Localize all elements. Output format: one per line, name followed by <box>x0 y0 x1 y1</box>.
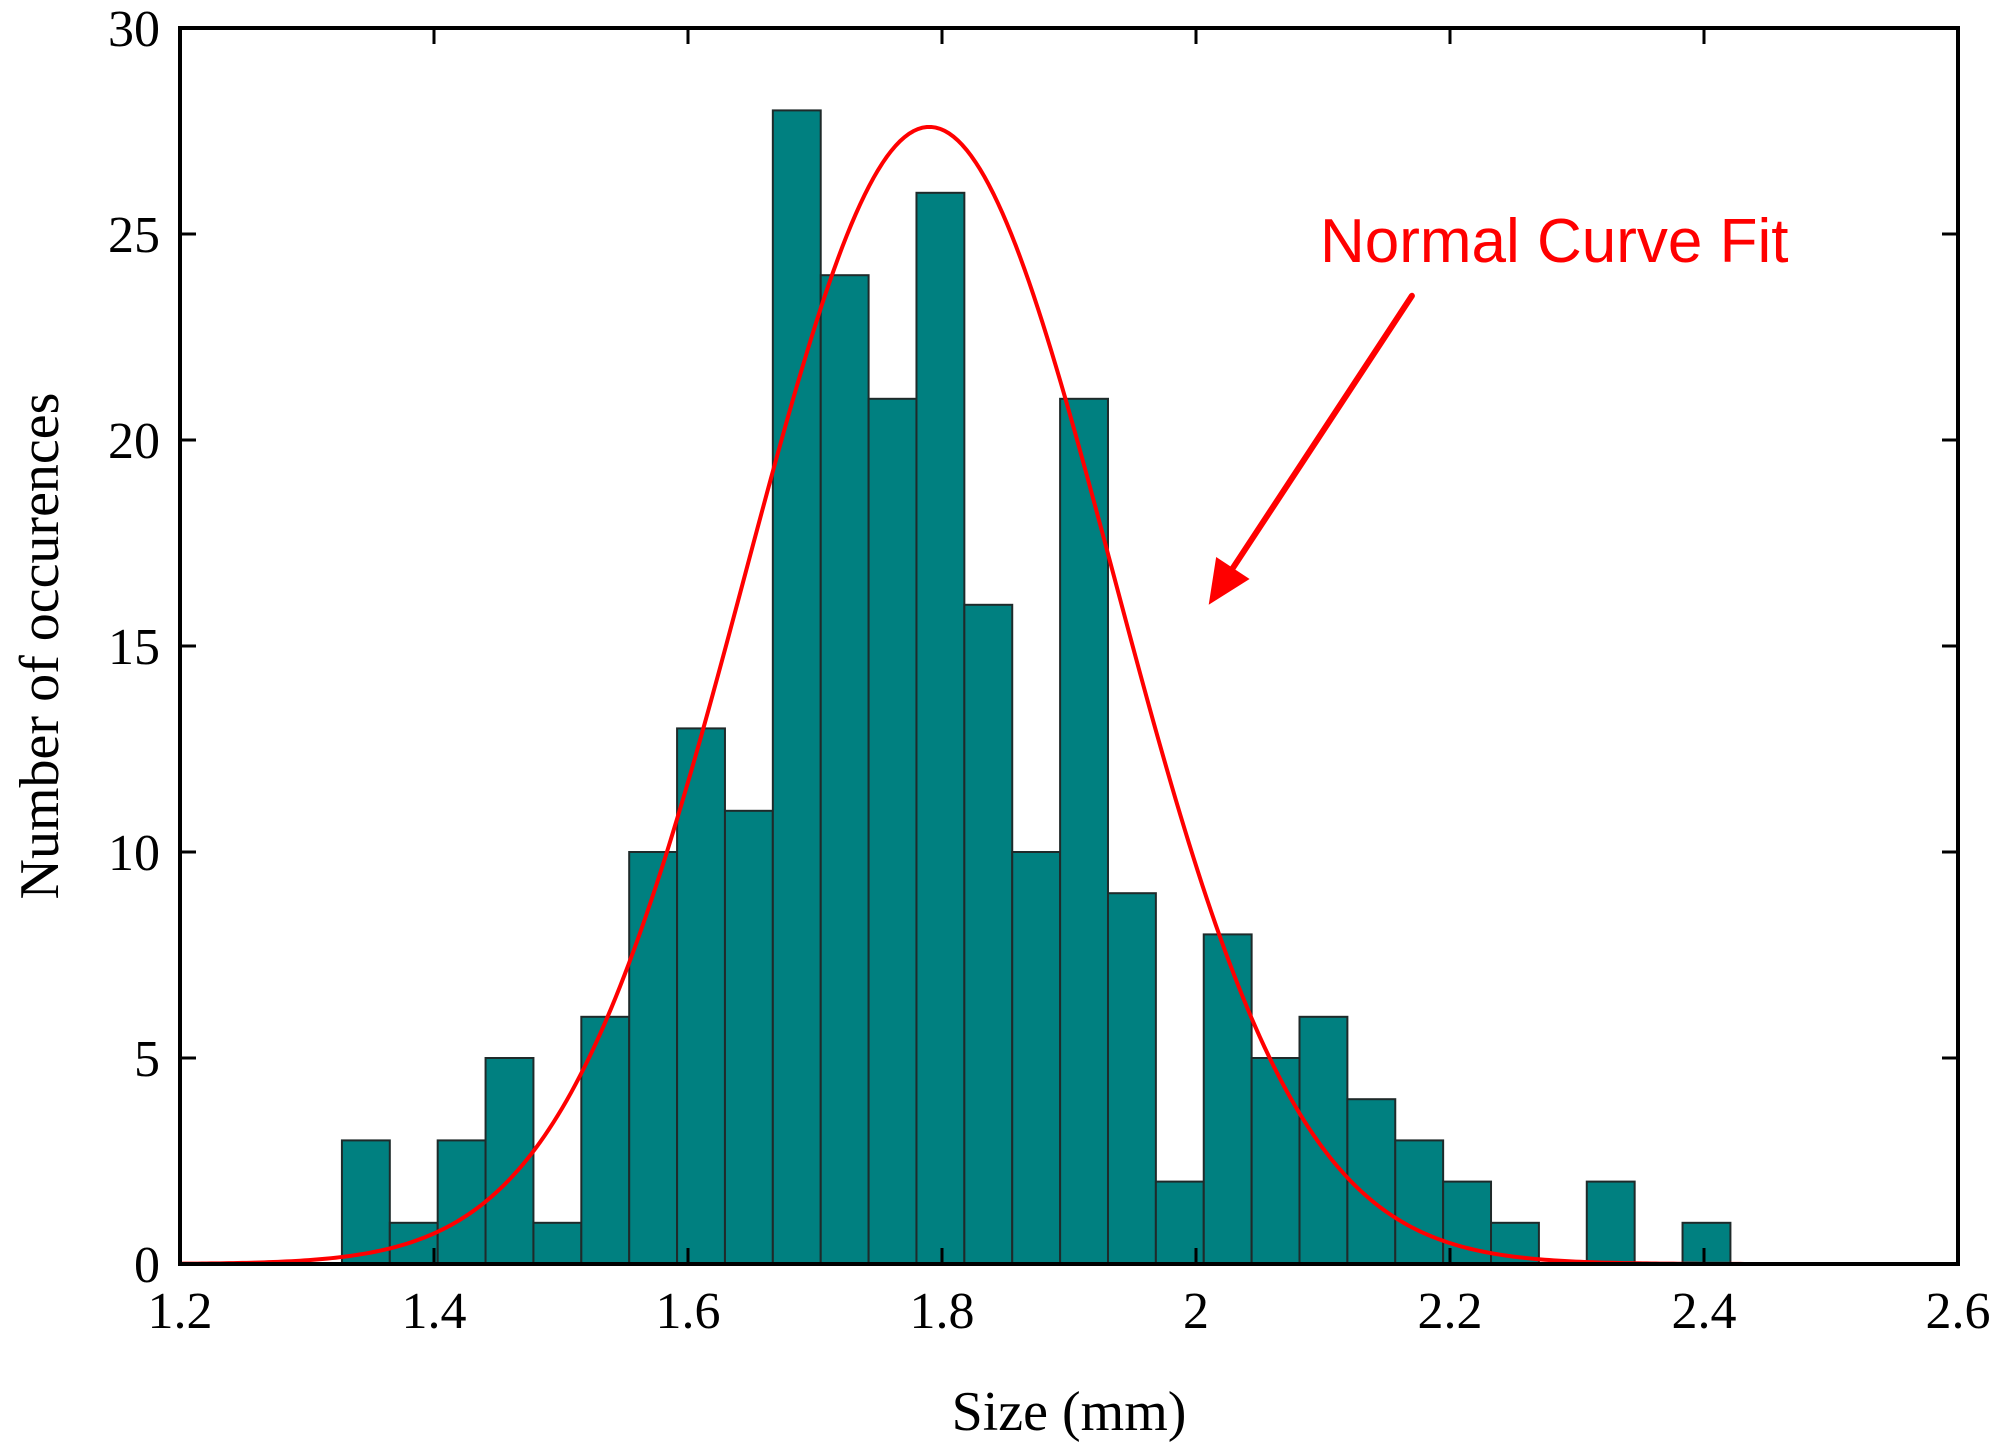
histogram-bar-19 <box>1250 1057 1301 1265</box>
histogram-bar-14 <box>1011 851 1062 1265</box>
histogram-bar-6 <box>628 851 679 1265</box>
histogram-bar-0 <box>340 1139 391 1266</box>
histogram-bar-11 <box>867 397 918 1265</box>
histogram-bar-5 <box>580 1015 631 1265</box>
y-tick-label: 20 <box>108 413 160 470</box>
histogram-bar-21 <box>1346 1098 1397 1265</box>
y-tick-label: 0 <box>134 1237 160 1294</box>
histogram-bar-10 <box>819 274 870 1265</box>
histogram-bar-7 <box>676 727 726 1265</box>
curve-annotation: Normal Curve Fit <box>1208 207 1789 605</box>
y-tick-label: 15 <box>108 619 160 676</box>
x-tick-label: 2.4 <box>1672 1283 1737 1340</box>
y-tick-label: 30 <box>108 1 160 58</box>
x-tick-label: 1.8 <box>910 1283 975 1340</box>
histogram-bar-9 <box>771 109 822 1265</box>
histogram-bar-4 <box>532 1221 583 1266</box>
annotation-label: Normal Curve Fit <box>1320 207 1789 276</box>
axis-tick-labels: 1.2 1.4 1.6 1.8 2 2.2 2.4 2.6 0 5 10 15 20 25 30 <box>108 1 1991 1340</box>
x-tick-label: 1.2 <box>148 1283 213 1340</box>
histogram-bar-8 <box>723 809 774 1265</box>
histogram-bar-12 <box>915 191 966 1265</box>
y-axis-title: Number of occurences <box>9 393 71 900</box>
histogram-bar-16 <box>1106 892 1157 1265</box>
x-axis-title: Size (mm) <box>952 1381 1187 1443</box>
x-tick-label: 2.6 <box>1926 1283 1991 1340</box>
histogram-bar-2 <box>436 1139 487 1266</box>
histogram-bar-20 <box>1298 1015 1349 1265</box>
histogram-bar-13 <box>963 603 1014 1265</box>
x-tick-label: 2.2 <box>1418 1283 1483 1340</box>
x-tick-label: 1.4 <box>402 1283 467 1340</box>
axis-ticks <box>178 26 1960 1266</box>
histogram-bar-28 <box>1681 1221 1732 1266</box>
y-tick-label: 5 <box>134 1031 160 1088</box>
histogram-bars <box>340 109 1732 1266</box>
x-tick-label: 1.6 <box>656 1283 721 1340</box>
y-tick-label: 25 <box>108 207 160 264</box>
x-tick-label: 2 <box>1183 1283 1209 1340</box>
histogram-bar-15 <box>1059 397 1109 1265</box>
annotation-arrow-head <box>1208 557 1250 605</box>
histogram-bar-18 <box>1202 933 1253 1266</box>
annotation-arrow-line <box>1229 292 1415 572</box>
y-tick-label: 10 <box>108 825 160 882</box>
histogram-bar-22 <box>1394 1139 1445 1266</box>
histogram-bar-26 <box>1585 1180 1636 1265</box>
